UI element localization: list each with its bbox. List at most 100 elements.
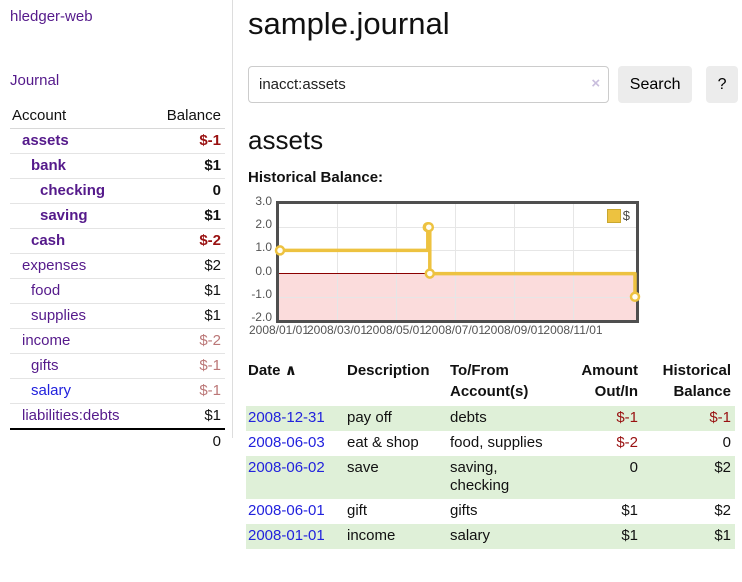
page-title: sample.journal (248, 6, 450, 41)
account-link-liabilities-debts[interactable]: liabilities:debts (22, 407, 120, 424)
account-link-cash[interactable]: cash (31, 232, 66, 249)
transaction-description: pay off (347, 409, 392, 426)
register-row: 2008-01-01 income salary $1 $1 (246, 523, 735, 549)
chart-plot-area[interactable]: $ (274, 201, 641, 323)
y-tick: 1.0 (255, 240, 272, 254)
register-table: Date ∧ Description To/From Account(s) Am… (246, 358, 735, 549)
x-tick: 2008/07/01 (424, 323, 486, 337)
search-button[interactable]: Search (618, 66, 693, 103)
account-row-bank: bank $1 (10, 153, 225, 179)
accounts-col-account: Account (10, 104, 150, 129)
account-link-assets[interactable]: assets (22, 132, 69, 149)
chart-legend: $ (604, 207, 632, 224)
sidebar: hledger-web Journal Account Balance asse… (0, 0, 233, 454)
accounts-total-value: 0 (149, 428, 225, 454)
account-row-assets: assets $-1 (10, 128, 225, 154)
account-balance: $1 (149, 403, 225, 430)
transaction-date-link[interactable]: 2008-06-02 (248, 458, 325, 476)
account-row-food: food $1 (10, 278, 225, 304)
transaction-date-link[interactable]: 2008-12-31 (248, 409, 325, 426)
register-row: 2008-06-02 save saving, checking 0 $2 (246, 455, 735, 499)
register-col-accounts: To/From Account(s) (450, 362, 529, 400)
account-row-supplies: supplies $1 (10, 303, 225, 329)
x-tick: 2008/01/01 (248, 323, 310, 337)
account-balance: $-1 (149, 128, 225, 154)
transaction-accounts: food, supplies (450, 433, 543, 451)
search-form: × Search ? (248, 66, 738, 103)
transaction-balance: $-1 (709, 409, 731, 426)
register-row: 2008-06-03 eat & shop food, supplies $-2… (246, 431, 735, 456)
register-col-amount: Amount Out/In (581, 362, 638, 400)
transaction-amount: 0 (629, 458, 638, 476)
clear-search-icon[interactable]: × (591, 75, 601, 92)
transaction-description: gift (347, 502, 368, 519)
help-button[interactable]: ? (706, 66, 738, 103)
account-page-title: assets (248, 125, 324, 155)
x-tick: 2008/03/01 (306, 323, 368, 337)
legend-label: $ (622, 208, 630, 223)
transaction-amount: $-2 (616, 433, 638, 451)
account-balance: $-2 (149, 228, 225, 254)
transaction-amount: $1 (621, 526, 638, 544)
account-row-saving: saving $1 (10, 203, 225, 229)
account-link-food[interactable]: food (31, 282, 61, 299)
accounts-header-row: Account Balance (10, 104, 225, 129)
transaction-description: save (347, 458, 379, 476)
y-tick: -2.0 (251, 310, 272, 324)
account-link-income[interactable]: income (22, 332, 71, 349)
transaction-date-link[interactable]: 2008-06-03 (248, 433, 325, 451)
sidebar-item-journal[interactable]: Journal (10, 72, 60, 89)
transaction-accounts: saving, checking (450, 458, 510, 495)
transaction-date-link[interactable]: 2008-06-01 (248, 502, 325, 519)
account-row-income: income $-2 (10, 328, 225, 354)
account-link-expenses[interactable]: expenses (22, 257, 87, 274)
account-balance: $1 (149, 278, 225, 304)
account-link-gifts[interactable]: gifts (31, 357, 59, 374)
transaction-balance: 0 (722, 433, 731, 451)
y-tick: 3.0 (255, 194, 272, 208)
transaction-date-link[interactable]: 2008-01-01 (248, 526, 325, 544)
app-title-link[interactable]: hledger-web (10, 8, 93, 25)
account-row-cash: cash $-2 (10, 228, 225, 254)
account-link-supplies[interactable]: supplies (31, 307, 87, 324)
transaction-description: income (347, 526, 396, 544)
register-col-balance: Historical Balance (662, 362, 731, 400)
x-tick: 2008/11/01 (543, 323, 603, 337)
transaction-accounts: gifts (450, 502, 478, 519)
account-row-salary: salary $-1 (10, 378, 225, 404)
register-col-description: Description (347, 362, 430, 379)
transaction-description: eat & shop (347, 433, 419, 451)
sort-asc-icon: ∧ (284, 362, 297, 379)
account-link-salary[interactable]: salary (31, 382, 72, 399)
account-row-gifts: gifts $-1 (10, 353, 225, 379)
register-row: 2008-12-31 pay off debts $-1 $-1 (246, 406, 735, 431)
y-tick: 0.0 (255, 264, 272, 278)
transaction-accounts: debts (450, 409, 487, 426)
account-row-expenses: expenses $2 (10, 253, 225, 279)
transaction-amount: $-1 (616, 409, 638, 426)
account-link-bank[interactable]: bank (31, 157, 67, 174)
account-balance: $1 (149, 303, 225, 329)
account-row-checking: checking 0 (10, 178, 225, 204)
y-tick: 2.0 (255, 217, 272, 231)
account-balance: $1 (149, 153, 225, 179)
register-col-date[interactable]: Date ∧ (248, 362, 297, 379)
register-row: 2008-06-01 gift gifts $1 $2 (246, 499, 735, 524)
accounts-col-balance: Balance (149, 104, 225, 129)
search-input[interactable] (248, 66, 610, 103)
account-balance: $1 (149, 203, 225, 229)
chart-plot-svg (274, 221, 641, 303)
x-tick: 2008/09/01 (483, 323, 545, 337)
account-link-saving[interactable]: saving (40, 207, 88, 224)
account-balance: $-2 (149, 328, 225, 354)
legend-swatch (606, 208, 621, 223)
y-tick: -1.0 (251, 287, 272, 301)
account-balance: $-1 (149, 353, 225, 379)
accounts-total-row: 0 (10, 428, 225, 454)
transaction-balance: $1 (714, 526, 731, 544)
negative-region (279, 273, 636, 320)
account-link-checking[interactable]: checking (40, 182, 106, 199)
transaction-balance: $2 (714, 502, 731, 519)
account-row-liabilities-debts: liabilities:debts $1 (10, 403, 225, 430)
transaction-amount: $1 (621, 502, 638, 519)
